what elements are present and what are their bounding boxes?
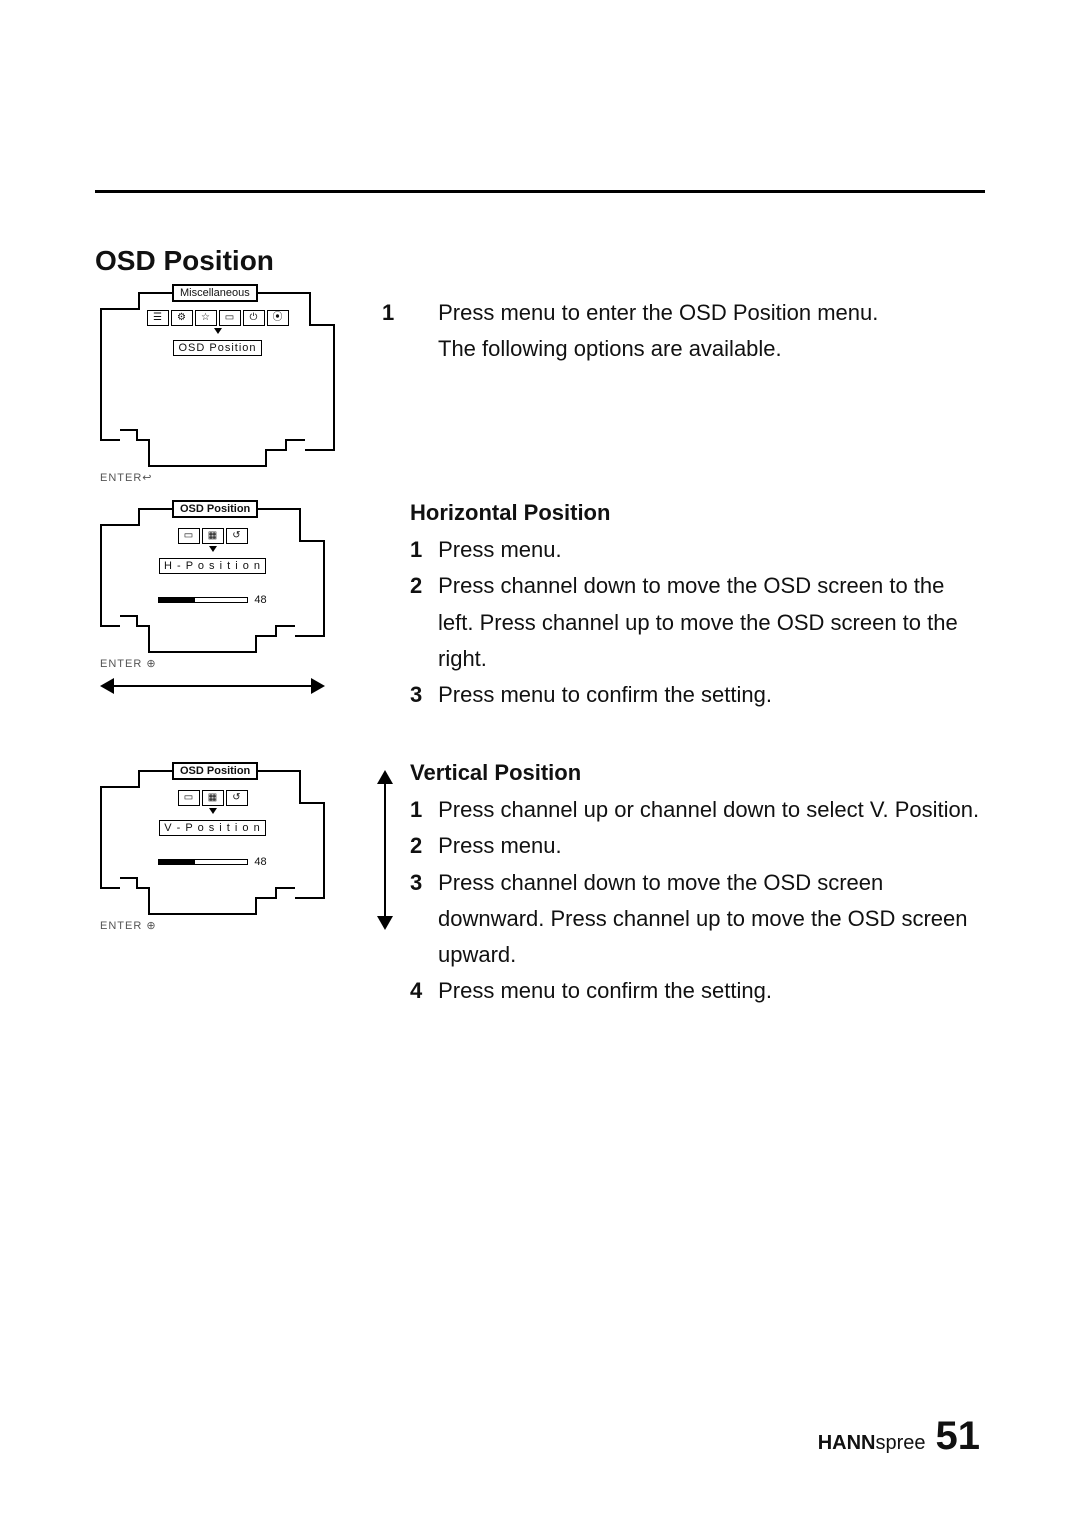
pointer-icon — [209, 808, 217, 814]
page-title: OSD Position — [95, 245, 274, 277]
brand-logo: HANNspree — [818, 1432, 926, 1455]
step-number: 4 — [410, 973, 432, 1009]
figure-osd-hposition: OSD Position ▭ ▦ ↺ H - P o s i t i o n 4… — [100, 508, 365, 696]
step-number: 3 — [410, 865, 432, 901]
brand-light: spree — [875, 1432, 925, 1454]
step-text: Press menu. — [438, 537, 562, 562]
intro-line1a: Press menu to enter the OSD Position — [438, 300, 811, 325]
gear-icon: ⚙ — [171, 310, 193, 326]
list-item: 3 Press menu to confirm the setting. — [410, 677, 980, 713]
menu-icon: ☰ — [147, 310, 169, 326]
osd-tab-label: OSD Position — [172, 762, 258, 780]
reset-icon: ↺ — [226, 790, 248, 806]
star-icon: ☆ — [195, 310, 217, 326]
v-icon: ▦ — [202, 790, 224, 806]
reset-icon: ↺ — [226, 528, 248, 544]
osd-selected-item: V - P o s i t i o n — [159, 820, 265, 836]
enter-label: ENTER ⊕ — [100, 657, 365, 670]
list-item: 1 Press menu. — [410, 532, 980, 568]
osd-icon-row: ▭ ▦ ↺ — [102, 528, 323, 544]
step-text: Press menu to confirm the setting. — [438, 682, 772, 707]
brand-bold: HANN — [818, 1432, 876, 1454]
section-heading: Vertical Position — [410, 760, 980, 786]
figure-osd-vposition: OSD Position ▭ ▦ ↺ V - P o s i t i o n 4… — [100, 770, 365, 932]
step-number: 2 — [410, 828, 432, 864]
vertical-arrow-icon — [375, 770, 395, 930]
enter-text: ENTER — [100, 920, 142, 932]
osd-slider: 48 — [102, 856, 323, 868]
osd-slider: 48 — [102, 594, 323, 606]
osd-slider-value: 48 — [254, 594, 266, 606]
horizontal-arrow-icon — [100, 676, 325, 696]
enter-text: ENTER — [100, 472, 142, 484]
step-text: Press channel down to move the OSD scree… — [438, 573, 958, 671]
step-text: Press menu to confirm the setting. — [438, 978, 772, 1003]
enter-press-icon: ⊕ — [146, 920, 156, 932]
step-number: 3 — [410, 677, 432, 713]
manual-page: OSD Position Miscellaneous ☰ ⚙ ☆ ▭ ⏻ ⦿ O… — [0, 0, 1080, 1529]
list-item: 2 Press menu. — [410, 828, 980, 864]
list-item: 3 Press channel down to move the OSD scr… — [410, 865, 980, 974]
globe-icon: ⦿ — [267, 310, 289, 326]
step-number: 1 — [410, 532, 432, 568]
list-item: 1 Press channel up or channel down to se… — [410, 792, 980, 828]
h-icon: ▭ — [178, 528, 200, 544]
step-number: 1 — [410, 295, 432, 331]
enter-press-icon: ⊕ — [146, 658, 156, 670]
top-rule — [95, 190, 985, 193]
pointer-icon — [209, 546, 217, 552]
intro-line1b: menu. — [817, 300, 878, 325]
list-item: 2 Press channel down to move the OSD scr… — [410, 568, 980, 677]
v-icon: ▦ — [202, 528, 224, 544]
step-text: Press menu. — [438, 833, 562, 858]
enter-label: ENTER↩ — [100, 471, 365, 484]
page-footer: HANNspree 51 — [818, 1414, 980, 1459]
osd-tab-label: Miscellaneous — [172, 284, 258, 302]
osd-icon-row: ▭ ▦ ↺ — [102, 790, 323, 806]
power-icon: ⏻ — [243, 310, 265, 326]
intro-line2: The following options are available. — [438, 336, 782, 361]
osd-selected-item: OSD Position — [173, 340, 261, 356]
section-heading: Horizontal Position — [410, 500, 980, 526]
h-icon: ▭ — [178, 790, 200, 806]
enter-return-icon: ↩ — [142, 472, 152, 484]
step-number: 2 — [410, 568, 432, 604]
step-text: Press channel down to move the OSD scree… — [438, 870, 968, 968]
section-vertical: Vertical Position 1 Press channel up or … — [410, 760, 980, 1010]
osd-selected-item: H - P o s i t i o n — [159, 558, 266, 574]
osd-icon-row: ☰ ⚙ ☆ ▭ ⏻ ⦿ — [102, 310, 333, 326]
osd-tab-label: OSD Position — [172, 500, 258, 518]
screen-icon: ▭ — [219, 310, 241, 326]
figure-osd-miscellaneous: Miscellaneous ☰ ⚙ ☆ ▭ ⏻ ⦿ OSD Position E… — [100, 292, 365, 484]
osd-slider-value: 48 — [254, 856, 266, 868]
step-text: Press channel up or channel down to sele… — [438, 797, 979, 822]
pointer-icon — [214, 328, 222, 334]
enter-label: ENTER ⊕ — [100, 919, 365, 932]
step-number: 1 — [410, 792, 432, 828]
intro-block: 1 Press menu to enter the OSD Position m… — [410, 295, 980, 368]
enter-text: ENTER — [100, 658, 142, 670]
page-number: 51 — [936, 1414, 981, 1459]
list-item: 4 Press menu to confirm the setting. — [410, 973, 980, 1009]
section-horizontal: Horizontal Position 1 Press menu. 2 Pres… — [410, 500, 980, 713]
